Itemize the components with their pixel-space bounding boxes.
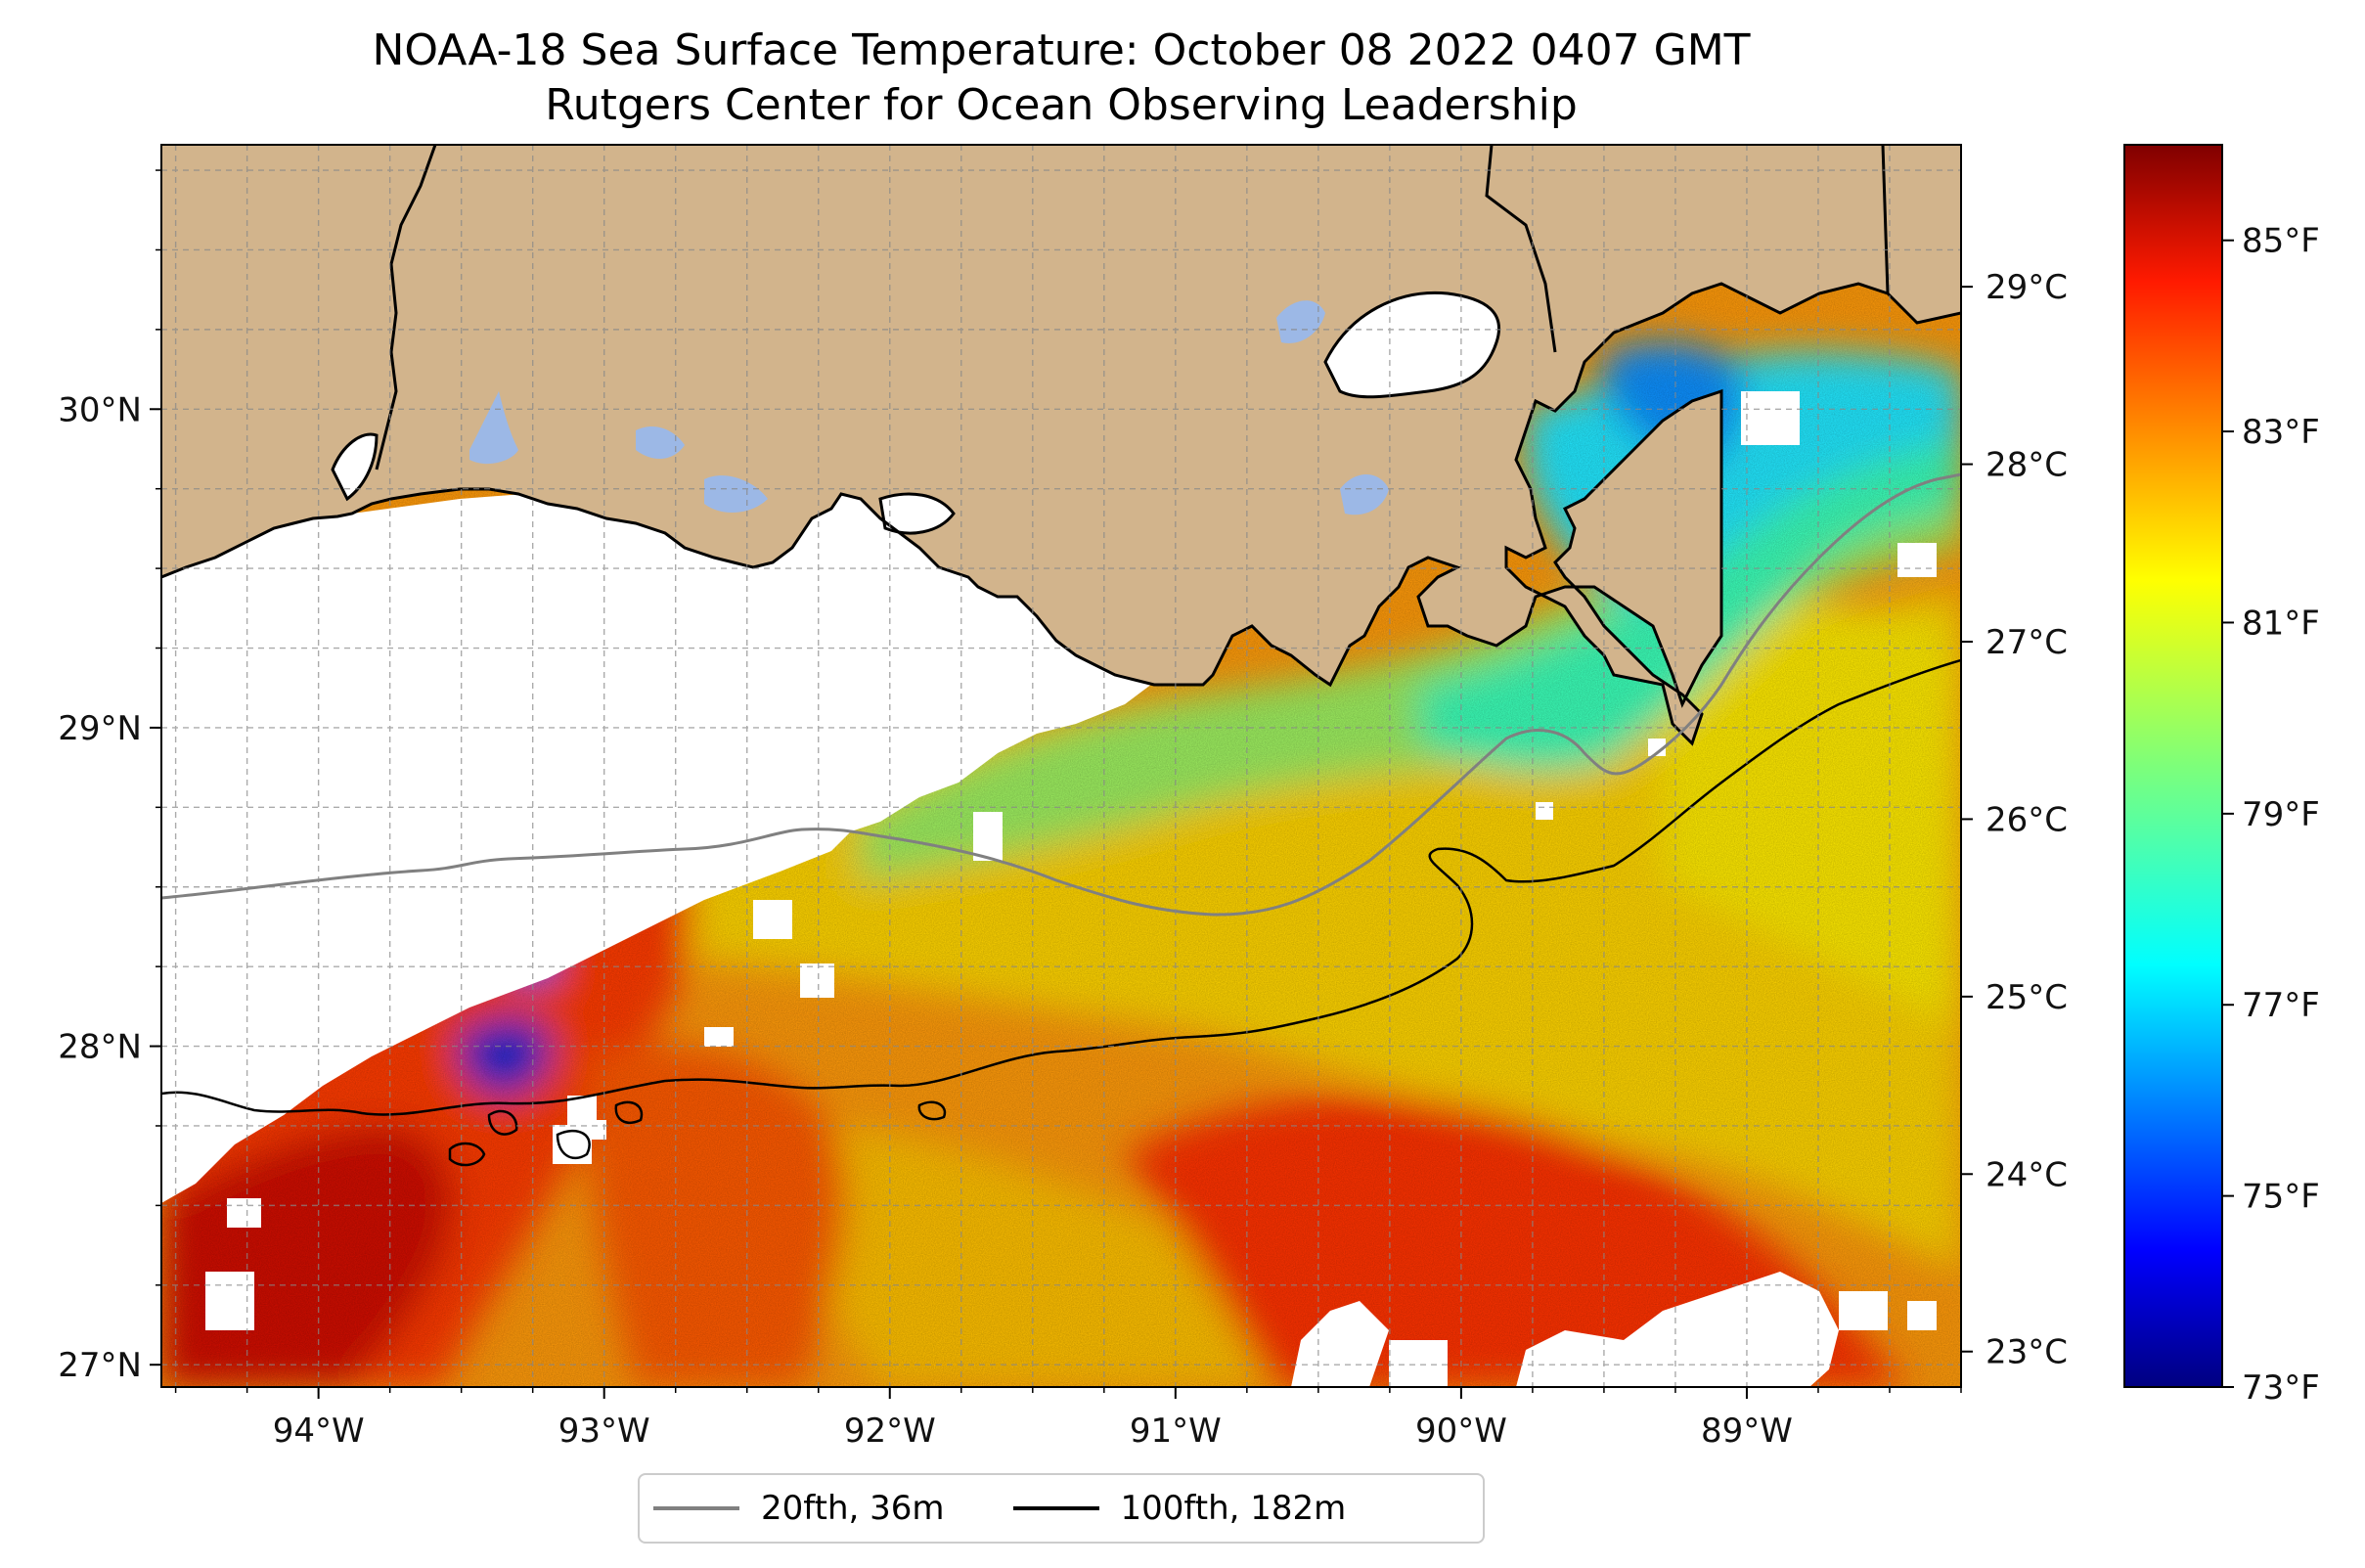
colorbar-c-label: 24°C [1986,1155,2068,1194]
colorbar-f-label: 77°F [2242,986,2320,1025]
lat-tick-label: 27°N [58,1346,142,1385]
legend-line-gray [653,1506,739,1510]
contour-100fth-islands [448,1100,947,1167]
colorbar-c-label: 28°C [1986,446,2068,485]
sst-map [161,145,1961,1387]
colorbar-f-label: 83°F [2242,413,2320,452]
colorbar-c-label: 26°C [1986,800,2068,839]
colorbar-f-label: 73°F [2242,1368,2320,1408]
legend-label: 20fth, 36m [761,1489,945,1528]
legend-line-black [1012,1506,1099,1510]
lon-tick-label: 94°W [273,1411,365,1451]
colorbar-f-label: 85°F [2242,222,2320,261]
map-frame [160,144,1962,1388]
coastline [161,282,1961,746]
contour-100fth [161,658,1961,1116]
contour-20fth [161,472,1961,917]
colorbar-c-label: 25°C [1986,978,2068,1017]
gridlines [161,145,1961,1387]
lon-tick-label: 89°W [1701,1411,1793,1451]
map-axes: 94°W 93°W 92°W 91°W 90°W 89°W 27°N 28°N 29°N 30°N [58,169,1962,1451]
lon-tick-label: 91°W [1130,1411,1222,1451]
legend: 20fth, 36m 100fth, 182m [638,1473,1485,1544]
colorbar-c-label: 23°C [1986,1333,2068,1372]
legend-item-100fth: 100fth, 182m [1000,1489,1347,1528]
lat-tick-label: 28°N [58,1028,142,1067]
colorbar-ticks: 73°F 75°F 77°F 79°F 81°F 83°F 85°F 23°C 24°C 25°C… [1961,222,2320,1408]
chart-subtitle: Rutgers Center for Ocean Observing Leade… [545,80,1578,130]
lakes [469,300,1389,515]
colorbar-f-label: 75°F [2242,1178,2320,1217]
colorbar-c-label: 27°C [1986,623,2068,662]
lon-tick-label: 90°W [1415,1411,1507,1451]
no-data-areas [161,391,1937,1387]
lat-tick-label: 29°N [58,709,142,748]
legend-label: 100fth, 182m [1120,1489,1347,1528]
colorbar [2123,144,2223,1388]
legend-item-20fth: 20fth, 36m [640,1489,945,1528]
colorbar-f-label: 79°F [2242,795,2320,834]
land [161,145,1961,743]
chart-title: NOAA-18 Sea Surface Temperature: October… [372,25,1751,75]
lat-tick-label: 30°N [58,390,142,429]
lon-tick-label: 92°W [844,1411,936,1451]
colorbar-c-label: 29°C [1986,268,2068,307]
colorbar-f-label: 81°F [2242,604,2320,643]
lon-tick-label: 93°W [558,1411,650,1451]
